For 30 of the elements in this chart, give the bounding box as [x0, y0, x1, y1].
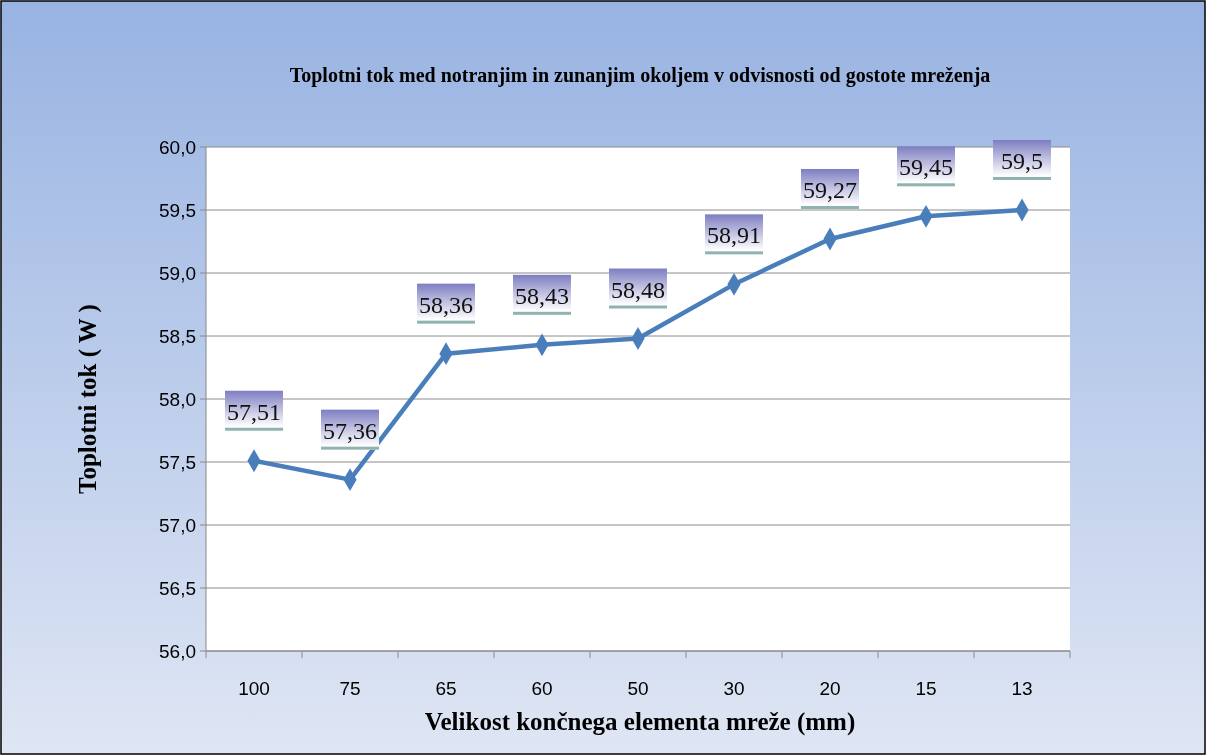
chart-title: Toplotni tok med notranjim in zunanjim okoljem v odvisnosti od gostote mreženja: [289, 64, 991, 87]
x-tick-label: 100: [238, 678, 270, 699]
y-axis-title: Toplotni tok ( W ): [74, 304, 102, 494]
data-label: 57,51: [227, 398, 281, 425]
data-label: 57,36: [323, 417, 377, 444]
data-label: 58,48: [611, 276, 665, 303]
x-axis-title: Velikost končnega elementa mreže (mm): [424, 708, 856, 736]
x-tick-label: 20: [819, 678, 841, 699]
data-label: 58,91: [707, 222, 761, 249]
data-label: 58,36: [419, 291, 473, 318]
y-tick-label: 59,5: [159, 199, 196, 221]
y-tick-label: 58,0: [159, 388, 196, 410]
x-tick-label: 15: [915, 678, 937, 699]
y-tick-label: 56,0: [159, 640, 196, 662]
x-tick-label: 60: [531, 678, 553, 699]
y-tick-label: 57,0: [159, 514, 196, 536]
data-label: 59,5: [1001, 148, 1043, 174]
x-tick-label: 65: [435, 678, 457, 699]
x-tick-label: 75: [339, 678, 361, 699]
x-tick-label: 30: [723, 678, 745, 699]
y-tick-label: 60,0: [159, 136, 196, 158]
y-tick-label: 58,5: [159, 325, 196, 347]
y-tick-label: 57,5: [159, 451, 196, 473]
x-tick-label: 13: [1011, 678, 1033, 699]
data-label: 59,45: [899, 154, 953, 181]
data-label: 58,43: [515, 282, 569, 309]
y-tick-label: 59,0: [159, 262, 196, 284]
data-label: 59,27: [803, 176, 857, 203]
y-tick-label: 56,5: [159, 577, 196, 599]
x-tick-label: 50: [627, 678, 649, 699]
